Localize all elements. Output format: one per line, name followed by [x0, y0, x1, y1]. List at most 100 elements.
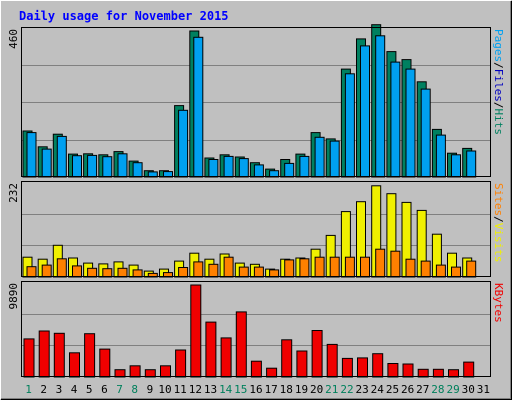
- bar-kbytes-day-15: [235, 311, 247, 378]
- bar-pages-day-13: [208, 159, 219, 178]
- bar-sites-day-4: [72, 265, 82, 278]
- y-max-label: 460: [7, 29, 20, 49]
- day-label-1: 1: [25, 383, 32, 396]
- bar-pages-day-25: [390, 61, 401, 178]
- panel-bottom: 9890 KBytes: [7, 281, 505, 378]
- bar-kbytes-day-29: [448, 369, 459, 378]
- panel-middle: 232 Sites/Visits: [7, 181, 505, 278]
- day-label-19: 19: [295, 383, 308, 396]
- bar-kbytes-day-7: [114, 369, 126, 378]
- bar-pages-day-2: [41, 148, 52, 178]
- bar-pages-day-22: [344, 73, 355, 178]
- bar-kbytes-day-4: [69, 352, 80, 378]
- day-label-3: 3: [56, 383, 63, 396]
- bar-sites-day-16: [253, 266, 264, 278]
- bar-kbytes-day-25: [387, 363, 399, 378]
- bar-sites-day-26: [405, 258, 416, 278]
- bar-sites-day-17: [269, 269, 280, 278]
- day-label-12: 12: [189, 383, 202, 396]
- bar-kbytes-day-18: [281, 339, 293, 378]
- y-max-label: 9890: [7, 283, 20, 310]
- bar-pages-day-20: [314, 136, 325, 178]
- day-label-23: 23: [355, 383, 368, 396]
- bar-kbytes-day-8: [129, 365, 141, 378]
- day-label-10: 10: [158, 383, 171, 396]
- day-label-9: 9: [147, 383, 154, 396]
- bar-kbytes-day-5: [84, 333, 96, 378]
- plot-border: [21, 181, 491, 277]
- bar-pages-day-21: [329, 140, 340, 178]
- bar-pages-day-5: [87, 154, 98, 178]
- bar-pages-day-23: [360, 45, 370, 178]
- day-label-31: 31: [477, 383, 490, 396]
- panel-top: 460 Pages/Files/Hits: [7, 24, 505, 178]
- bar-pages-day-27: [420, 88, 431, 178]
- day-label-16: 16: [249, 383, 262, 396]
- bar-kbytes-day-3: [53, 332, 65, 378]
- plot-border: [21, 27, 491, 177]
- bar-kbytes-day-24: [372, 353, 384, 378]
- day-label-24: 24: [371, 383, 385, 396]
- day-label-13: 13: [204, 383, 217, 396]
- day-label-14: 14: [219, 383, 233, 396]
- bar-sites-day-18: [284, 259, 295, 278]
- y-max-label: 232: [7, 183, 20, 203]
- bar-kbytes-day-26: [402, 363, 414, 378]
- legend-files: Files: [492, 69, 505, 102]
- bar-pages-day-8: [132, 162, 143, 178]
- day-label-20: 20: [310, 383, 323, 396]
- bar-pages-day-6: [102, 156, 113, 178]
- bar-sites-day-21: [329, 256, 340, 278]
- day-label-11: 11: [174, 383, 187, 396]
- bar-kbytes-day-19: [296, 350, 308, 378]
- chart-panels: 460 Pages/Files/Hits 232 Sites/Visits 9890 KB…: [7, 24, 505, 378]
- legend-separator: /: [492, 216, 505, 223]
- bar-sites-day-24: [375, 248, 386, 278]
- legend-separator: /: [492, 62, 505, 69]
- bar-pages-day-3: [56, 135, 67, 178]
- bar-kbytes-day-21: [326, 343, 338, 378]
- bar-sites-day-19: [299, 258, 310, 278]
- bar-sites-day-27: [420, 260, 431, 278]
- bar-pages-day-19: [299, 155, 310, 178]
- day-label-8: 8: [131, 383, 138, 396]
- bar-kbytes-day-14: [220, 337, 232, 378]
- bar-pages-day-11: [178, 109, 189, 178]
- bar-kbytes-day-27: [417, 368, 429, 378]
- day-label-15: 15: [234, 383, 247, 396]
- bar-sites-day-11: [178, 267, 189, 278]
- bar-sites-day-2: [41, 264, 52, 278]
- day-label-2: 2: [40, 383, 47, 396]
- day-label-4: 4: [71, 383, 78, 396]
- bar-sites-day-22: [344, 256, 355, 278]
- bar-kbytes-day-13: [205, 321, 217, 378]
- bar-kbytes-day-2: [38, 330, 50, 378]
- bar-sites-day-5: [87, 267, 98, 278]
- bar-kbytes-day-12: [190, 284, 202, 378]
- day-label-5: 5: [86, 383, 93, 396]
- bar-sites-day-28: [435, 264, 446, 278]
- day-label-18: 18: [280, 383, 293, 396]
- bar-sites-day-14: [223, 256, 234, 278]
- bar-pages-day-24: [375, 35, 386, 178]
- day-label-7: 7: [116, 383, 123, 396]
- panel-legend: KBytes: [492, 283, 505, 323]
- panel-legend: Pages/Files/Hits: [492, 29, 505, 135]
- bar-kbytes-day-16: [250, 360, 262, 378]
- bar-sites-day-1: [26, 266, 37, 278]
- chart-title: Daily usage for November 2015: [19, 9, 229, 23]
- bar-sites-day-8: [132, 269, 143, 278]
- bar-sites-day-6: [102, 268, 113, 278]
- bar-kbytes-day-28: [432, 368, 444, 378]
- bar-pages-day-1: [26, 132, 37, 178]
- bar-pages-day-18: [284, 162, 295, 178]
- bar-kbytes-day-20: [311, 330, 323, 378]
- bar-sites-day-12: [193, 261, 204, 278]
- bar-kbytes-day-17: [266, 367, 278, 378]
- day-label-29: 29: [446, 383, 459, 396]
- bar-sites-day-3: [56, 258, 67, 278]
- day-label-6: 6: [101, 383, 108, 396]
- bar-pages-day-26: [405, 68, 416, 178]
- bar-sites-day-25: [390, 250, 401, 278]
- bar-pages-day-15: [238, 158, 249, 178]
